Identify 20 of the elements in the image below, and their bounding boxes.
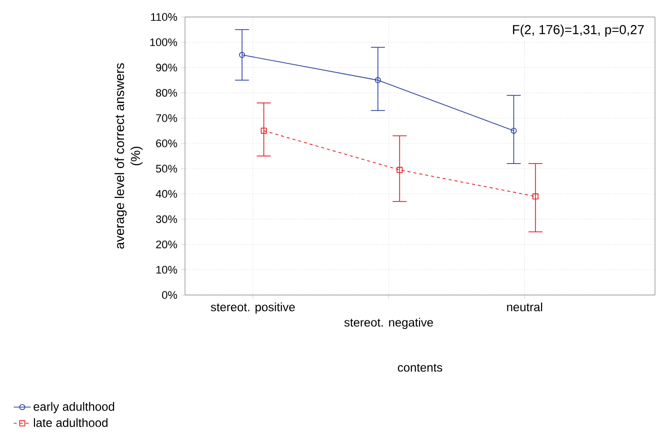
x-axis-title: contents	[398, 364, 442, 372]
y-tick-label: 80%	[156, 88, 178, 97]
y-tick-label: 20%	[156, 240, 178, 248]
y-tick-label: 30%	[156, 215, 178, 224]
y-tick-label: 10%	[156, 266, 178, 274]
y-tick-label: 70%	[156, 114, 178, 122]
y-tick-label: 110%	[151, 13, 178, 21]
y-axis-title: average level of correct answers (%)	[114, 63, 143, 249]
y-tick-label: 100%	[150, 38, 178, 46]
x-tick-label: stereot. negative	[344, 318, 433, 330]
y-tick-label: 50%	[156, 164, 178, 173]
legend-label: late adulthood	[34, 418, 108, 427]
y-tick-label: 0%	[162, 291, 178, 299]
x-tick-label: neutral	[507, 302, 542, 312]
x-tick-label: stereot. positive	[210, 302, 295, 314]
y-tick-label: 90%	[156, 64, 178, 72]
y-tick-label: 40%	[156, 190, 178, 198]
legend-label: early adulthood	[34, 402, 114, 414]
annotation: F(2, 176)=1,31, p=0,27	[513, 24, 644, 37]
y-tick-label: 60%	[156, 139, 178, 148]
